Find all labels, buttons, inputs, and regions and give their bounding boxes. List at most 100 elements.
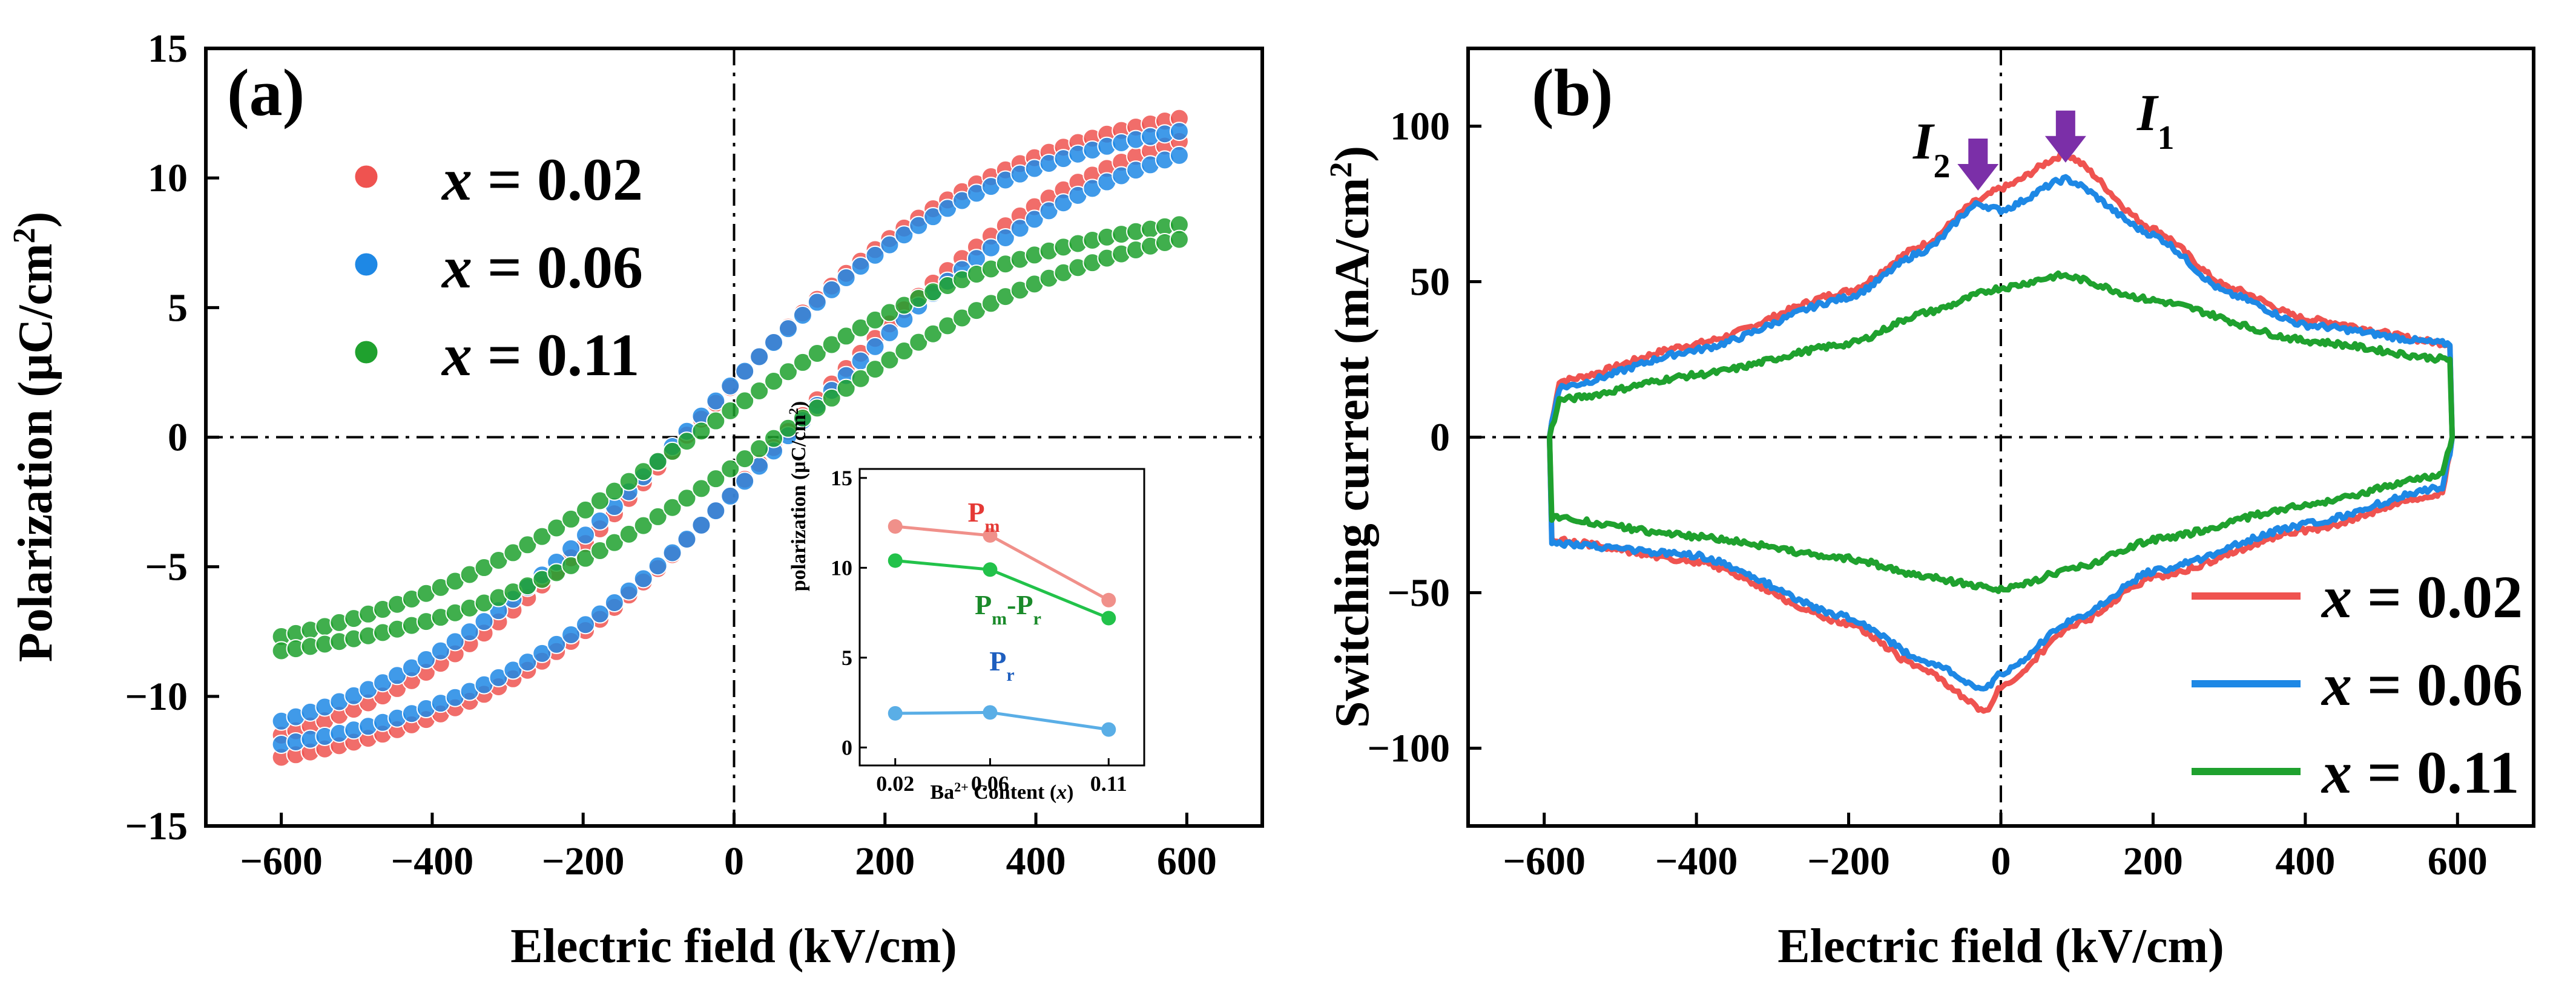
panel-a-x-tick-label: 600 [1157,839,1217,883]
panel-a-plot-area [206,48,1262,826]
inset-y-tick-label: 10 [831,555,852,580]
panel-b-x-tick-label: 200 [2123,839,2183,883]
inset-y-tick-label: 0 [842,735,852,759]
data-point-lower [778,418,798,438]
panel-a-y-tick-label: 0 [168,416,188,460]
data-point-lower [633,569,653,589]
peak-label-i1: I1 [2136,84,2174,157]
data-point-lower [880,350,900,370]
data-point-upper [445,632,465,652]
data-point-upper [561,509,581,529]
panel-a-legend: x = 0.02 x = 0.06 x = 0.11 [353,146,643,388]
panel-a-x-tick-label: −400 [391,839,474,883]
data-point-lower [648,506,668,526]
inset-frame [858,468,1145,767]
data-point-upper [836,268,856,288]
data-point-lower [604,532,624,552]
panel-a-y-tick-label: −5 [145,545,188,589]
panel-a-x-tick-label: −200 [542,839,625,883]
data-point-lower [865,359,885,379]
data-point-lower [894,341,914,361]
data-point-lower [633,516,653,536]
data-point-lower [720,486,740,506]
data-point-upper [851,257,871,277]
data-point-upper [764,333,784,353]
inset-y-ticks: 0 5 10 15 [831,466,867,759]
data-point-lower [865,336,885,356]
data-point-lower [792,408,812,428]
data-point-lower [851,369,871,388]
data-point-upper [430,641,450,661]
panel-b-y-tick-label: 50 [1410,260,1450,304]
data-point-upper [865,245,885,265]
panel-a-y-ticks: −15 −10 −5 0 5 10 15 [125,27,219,848]
data-point-upper [416,650,436,670]
panel-b: −600 −400 −200 0 200 400 600 −100 −50 0 50 100 (b)… [1324,47,2535,973]
panel-a-x-tick-label: 200 [855,839,915,883]
panel-b-x-axis-title: Electric field (kV/cm) [1777,920,2224,973]
data-point-upper [706,411,726,431]
panel-b-x-tick-label: 400 [2275,839,2335,883]
data-point-lower [677,488,697,508]
panel-b-x-tick-label: −200 [1807,839,1890,883]
data-point-lower [619,581,639,601]
data-point-upper [792,352,812,372]
series-line-x=0.06 [1547,174,2455,692]
inset-point-Pm-Pr [1101,611,1116,626]
legend-label-b-x-0.06: x = 0.06 [2321,651,2523,718]
data-point-upper [822,280,842,300]
data-point-upper [735,391,755,411]
inset-x-axis-title: Ba2+ Content (x) [931,779,1074,804]
peak-label-i2: I2 [1912,112,1950,185]
inset-label-pm: Pm [967,497,1000,536]
panel-a-y-axis-title: Polarization (μC/cm2) [7,212,63,662]
panel-b-y-tick-label: −50 [1387,571,1450,615]
legend-label-x-0.02: x = 0.02 [441,146,643,213]
data-point-upper [807,292,827,312]
inset-label-pm-pr: Pm-Pr [975,589,1041,629]
panel-a-x-axis-title: Electric field (kV/cm) [510,920,957,973]
inset-point-Pr [983,705,998,720]
panel-a-y-tick-label: −15 [125,804,188,848]
data-point-lower [995,228,1015,247]
data-point-upper [604,481,624,501]
data-point-upper [1169,122,1189,142]
data-point-lower [720,459,740,479]
down-arrow-shape [1957,139,1999,191]
data-point-upper [807,343,827,363]
inset-x-ticks: 0.02 0.06 0.11 [876,758,1127,796]
data-point-lower [735,449,755,469]
data-point-upper [923,207,943,227]
data-point-lower [1024,209,1044,229]
panel-b-y-ticks: −100 −50 0 50 100 [1367,105,1481,771]
panel-a-y-tick-label: 15 [148,27,188,71]
data-point-upper [778,319,798,339]
panel-a-y-tick-label: −10 [125,675,188,719]
down-arrow-shape [2044,110,2086,163]
data-point-upper [822,335,842,355]
series-x=0.11 [271,215,1189,661]
data-point-upper [518,535,538,555]
legend-marker-x-0.11 [353,339,380,365]
panel-a-y-tick-label: 5 [168,286,188,330]
panel-b-x-tick-label: −600 [1503,839,1586,883]
data-point-upper [691,421,711,441]
data-point-lower [749,439,769,459]
inset-point-Pr [1101,722,1116,737]
data-point-upper [706,391,726,411]
inset-point-Pr [888,706,903,721]
data-point-lower [590,604,610,624]
data-point-upper [532,526,552,546]
inset-plot-area [888,519,1116,737]
data-point-lower [503,660,523,680]
inset-point-Pm-Pr [983,562,998,577]
data-point-lower [604,592,624,612]
panel-b-x-tick-label: 0 [1991,839,2011,883]
legend-label-b-x-0.02: x = 0.02 [2321,563,2523,631]
panel-a-x-tick-label: 400 [1006,839,1066,883]
data-point-upper [749,381,769,401]
panel-a: −600 −400 −200 0 200 400 600 −15 −10 −5 0 5 10 15 (a… [7,27,1264,973]
legend-label-b-x-0.11: x = 0.11 [2321,739,2519,806]
data-point-lower [677,529,697,549]
inset-x-tick-label: 0.02 [876,772,914,796]
